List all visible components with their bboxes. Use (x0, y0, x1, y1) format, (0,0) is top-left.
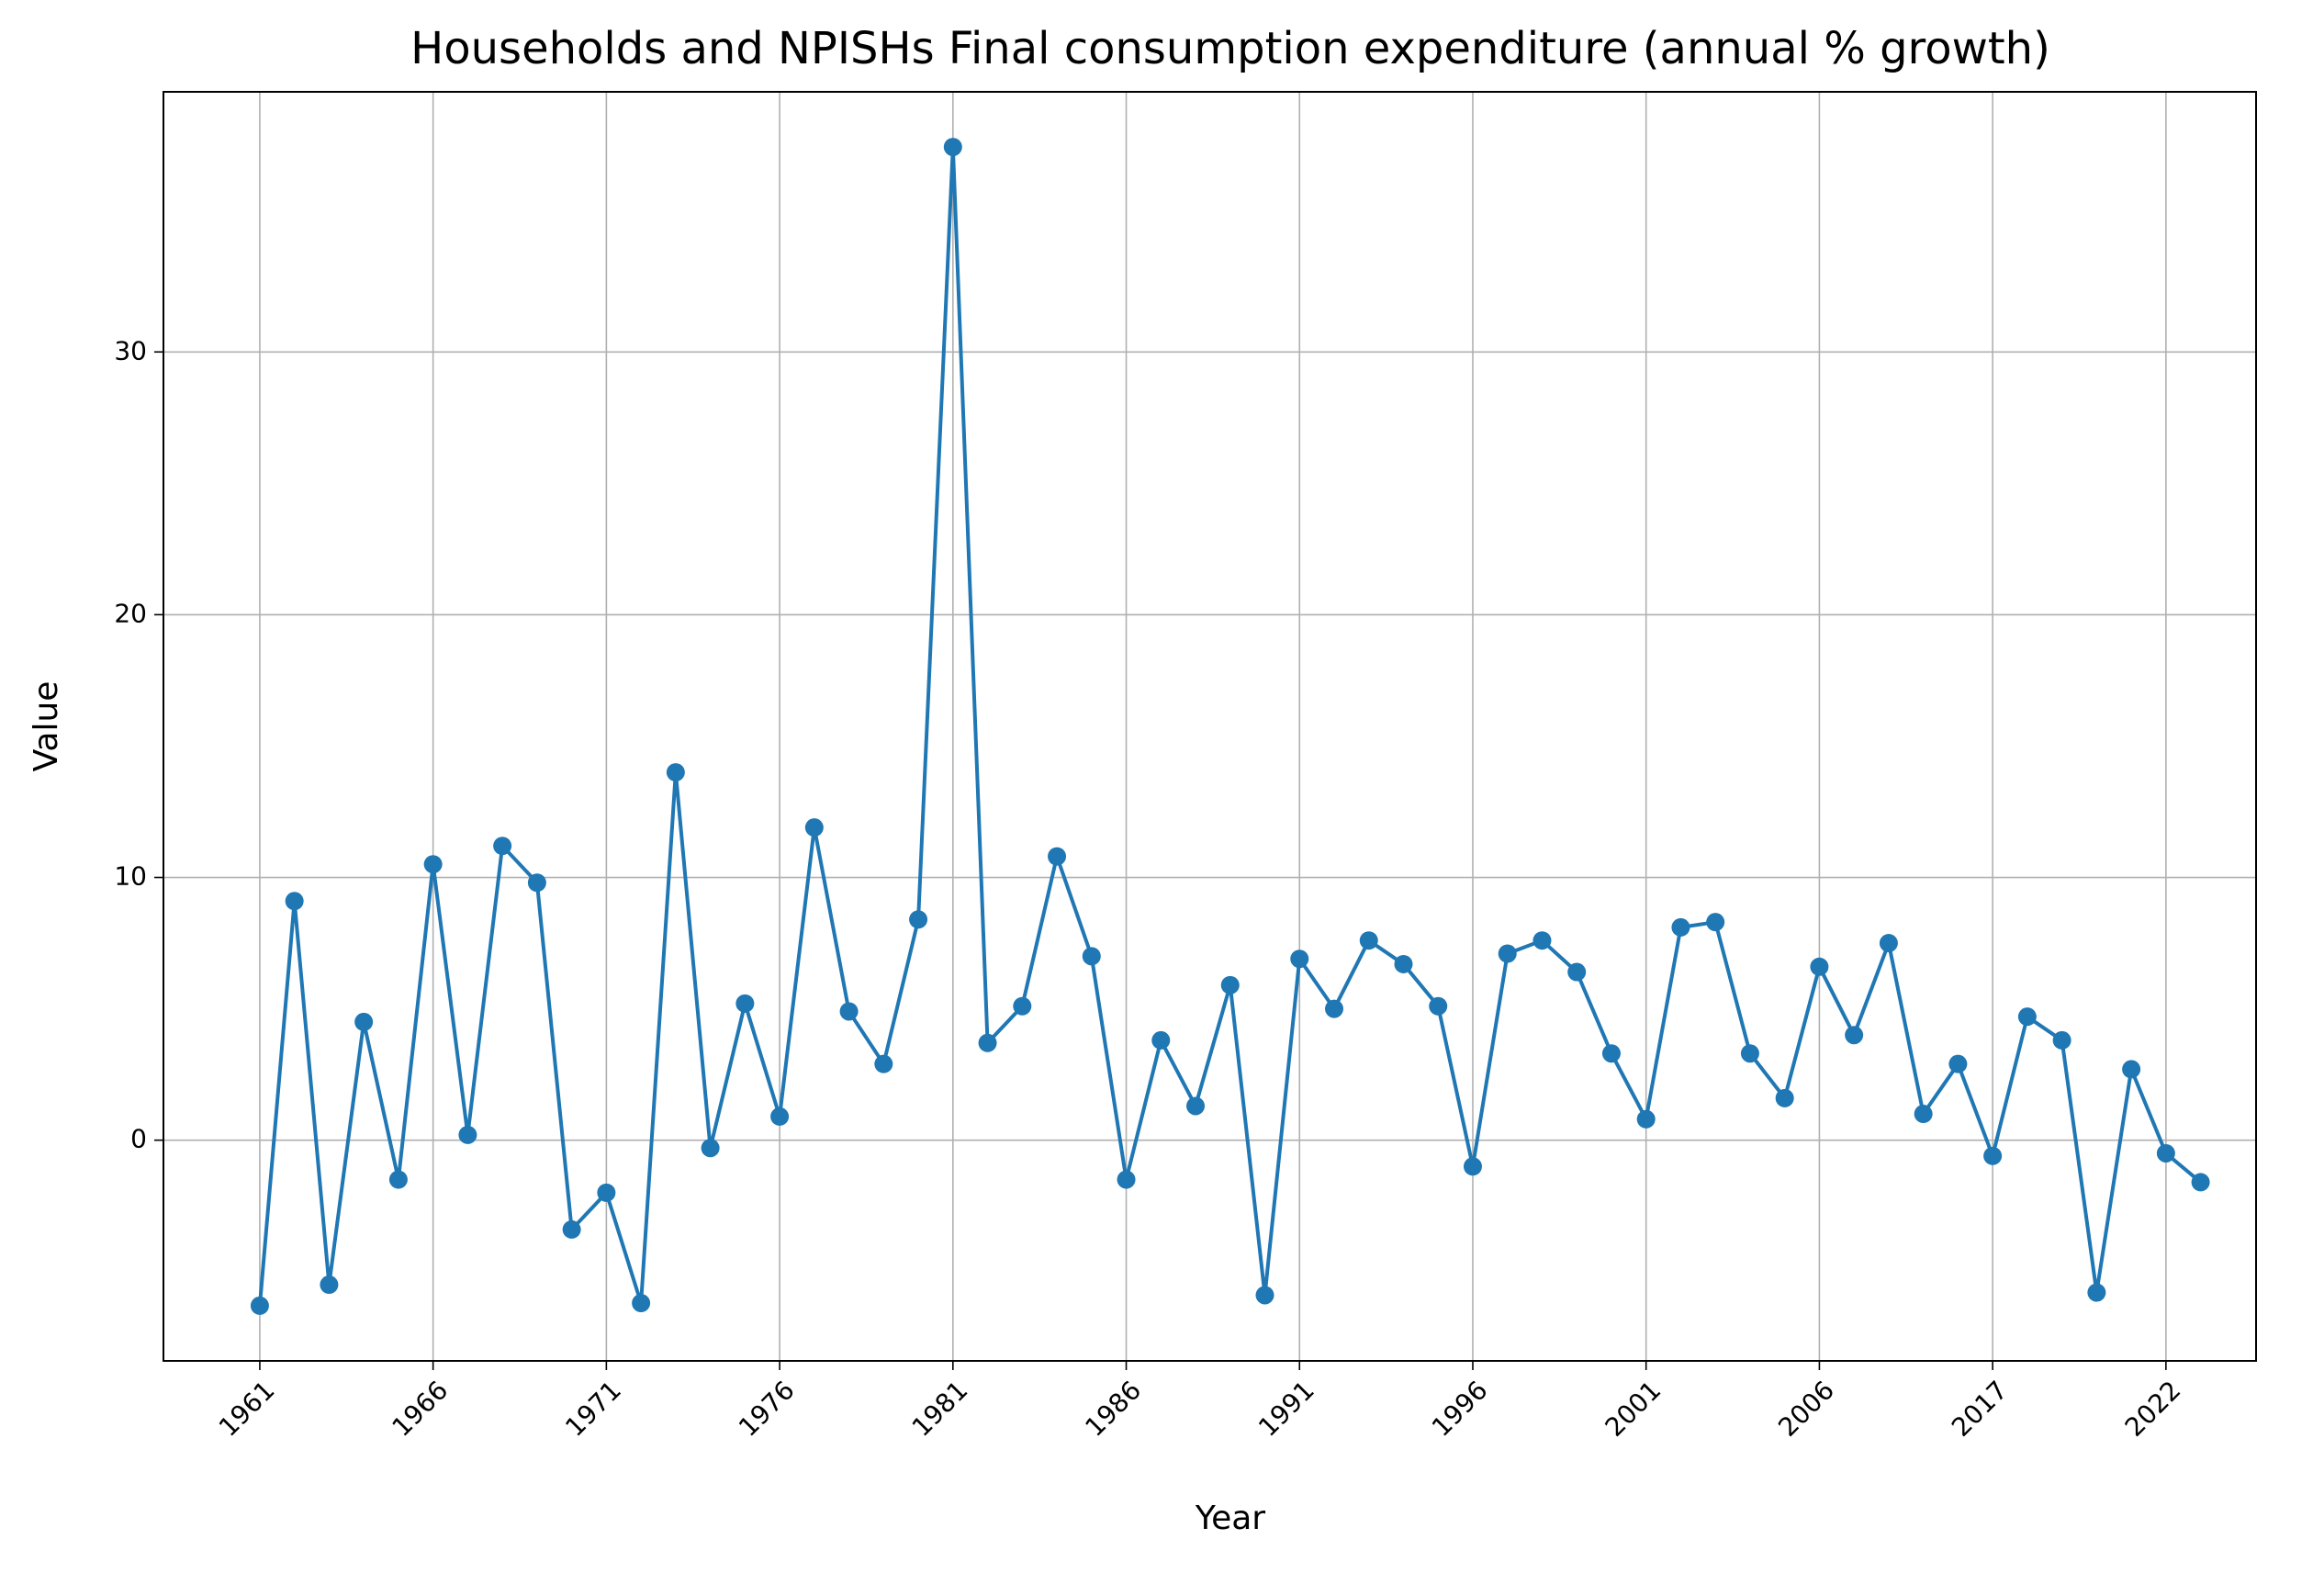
data-point (1636, 1109, 1656, 1129)
data-point (458, 1125, 477, 1144)
x-tick-label: 1991 (1252, 1375, 1320, 1443)
data-point (250, 1296, 269, 1315)
data-point (1082, 947, 1101, 966)
x-tick-label: 1976 (733, 1375, 801, 1443)
y-axis-label: Value (28, 681, 65, 772)
data-point (1325, 999, 1344, 1018)
data-point (2052, 1030, 2071, 1050)
data-point (1151, 1030, 1171, 1050)
data-point (1290, 949, 1309, 969)
data-point (562, 1219, 581, 1239)
data-point (1601, 1044, 1621, 1063)
data-point (2191, 1173, 2210, 1192)
x-tick-label: 2001 (1600, 1375, 1667, 1443)
chart-title: Households and NPISHs Final consumption … (410, 23, 2050, 74)
data-point (874, 1054, 893, 1073)
data-point (978, 1033, 997, 1052)
x-axis-label: Year (1195, 1500, 1265, 1537)
data-point (1429, 996, 1448, 1016)
data-point (285, 892, 304, 911)
data-point (1532, 931, 1552, 950)
data-point (2017, 1007, 2037, 1027)
data-point (2087, 1283, 2106, 1302)
y-tick-label: 0 (130, 1124, 147, 1154)
data-point (423, 855, 443, 874)
data-point (597, 1183, 616, 1202)
data-point (943, 138, 962, 157)
data-point (909, 910, 928, 929)
data-point (1117, 1170, 1136, 1189)
x-tick-label: 1981 (906, 1375, 974, 1443)
data-point (770, 1107, 790, 1126)
data-point (1359, 931, 1378, 950)
plot-frame (163, 91, 2257, 1362)
data-point (1463, 1157, 1482, 1176)
x-tick-label: 1996 (1426, 1375, 1494, 1443)
data-point (1983, 1146, 2003, 1165)
data-point (388, 1170, 408, 1189)
data-point (1706, 913, 1725, 932)
data-point (2156, 1143, 2175, 1163)
data-point (804, 818, 824, 837)
data-point (1671, 917, 1690, 937)
data-point (354, 1012, 374, 1031)
data-point (666, 763, 685, 782)
data-point (1013, 996, 1032, 1016)
data-point (1914, 1105, 1933, 1124)
x-tick-label: 2006 (1772, 1375, 1840, 1443)
data-point (1775, 1088, 1794, 1107)
data-point (1810, 957, 1829, 976)
data-point (632, 1294, 651, 1313)
grid-layer (163, 92, 2256, 1361)
data-point (1394, 954, 1413, 973)
x-tick-label: 2017 (1946, 1375, 2014, 1443)
x-tick-label: 2022 (2119, 1375, 2187, 1443)
data-point (493, 837, 512, 856)
data-point (1220, 975, 1240, 994)
data-point (1879, 934, 1898, 953)
x-tick-label: 1966 (387, 1375, 455, 1443)
data-point (1948, 1054, 1968, 1073)
data-point (1186, 1096, 1206, 1116)
data-line (257, 145, 2202, 1307)
y-tick-label: 20 (114, 598, 147, 628)
data-point (1567, 962, 1587, 982)
data-point (1740, 1044, 1759, 1063)
data-point (1498, 944, 1517, 963)
data-point (735, 994, 755, 1013)
data-point (2122, 1060, 2141, 1079)
x-tick-label: 1986 (1079, 1375, 1147, 1443)
data-point (701, 1139, 720, 1158)
data-point (1845, 1026, 1864, 1045)
data-point (527, 873, 546, 893)
data-point (1048, 847, 1067, 866)
y-tick-label: 30 (114, 335, 147, 365)
data-point (320, 1275, 339, 1295)
data-point (1255, 1286, 1274, 1305)
x-tick-label: 1971 (559, 1375, 627, 1443)
x-tick-label: 1961 (213, 1375, 281, 1443)
data-point (839, 1002, 859, 1021)
y-tick-label: 10 (114, 861, 147, 892)
